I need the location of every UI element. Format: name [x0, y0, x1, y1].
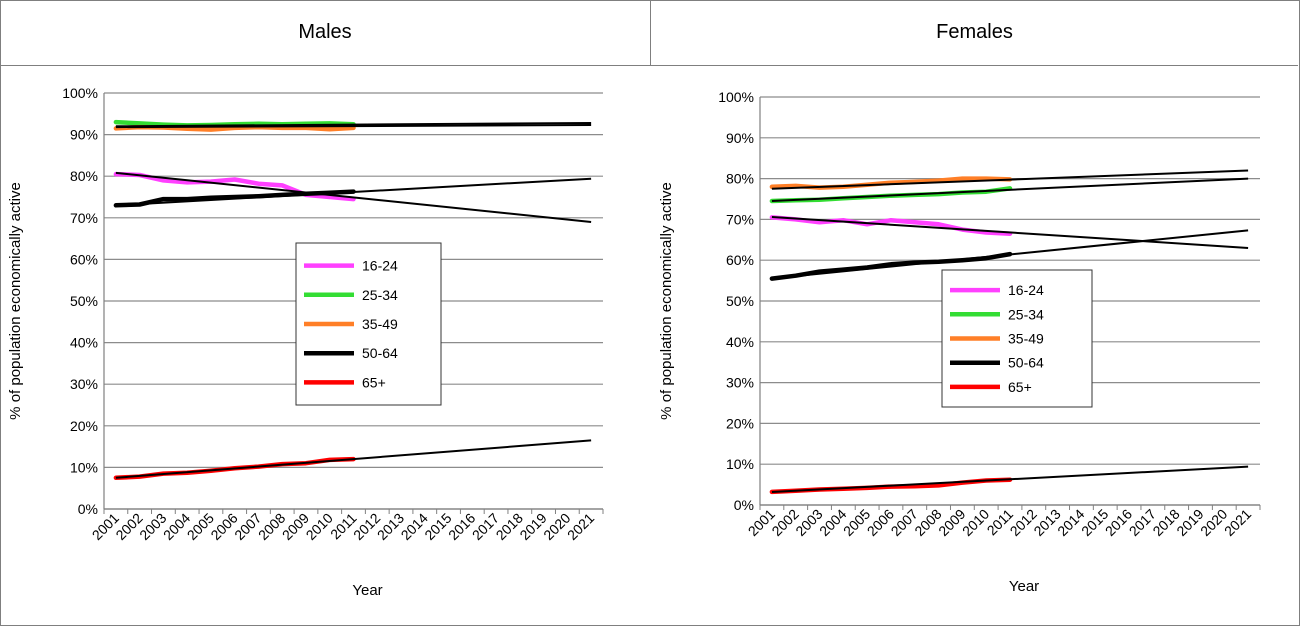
trend-line-25-34: [771, 177, 1249, 203]
legend-label: 35-49: [362, 316, 398, 332]
y-tick-label: 100%: [62, 85, 98, 101]
trend-line-16-24: [771, 215, 1249, 249]
y-tick-label: 80%: [70, 168, 98, 184]
trend-line-50-64: [771, 229, 1249, 280]
y-tick-label: 30%: [70, 376, 98, 392]
trend-line-65+: [771, 465, 1249, 493]
legend-label: 65+: [362, 374, 386, 390]
legend-label: 16-24: [1008, 282, 1044, 298]
y-tick-label: 60%: [726, 252, 754, 268]
y-tick-label: 40%: [726, 334, 754, 350]
y-tick-label: 70%: [726, 211, 754, 227]
legend-label: 65+: [1008, 379, 1032, 395]
legend-label: 25-34: [1008, 306, 1044, 322]
x-axis-title: Year: [352, 582, 382, 599]
y-tick-label: 100%: [718, 89, 754, 105]
series-line-35-49: [769, 176, 1013, 190]
legend-label: 25-34: [362, 287, 398, 303]
y-tick-label: 50%: [70, 293, 98, 309]
x-axis-title: Year: [1009, 578, 1039, 595]
trend-line-50-64: [115, 177, 592, 207]
y-tick-label: 90%: [726, 130, 754, 146]
y-tick-label: 0%: [78, 501, 98, 517]
trend-line-35-49: [115, 124, 592, 129]
trend-line-65+: [115, 439, 592, 479]
females-header: Females: [936, 21, 1013, 43]
x-tick-label: 2021: [1221, 506, 1254, 539]
trend-line-25-34: [115, 121, 592, 128]
legend-label: 35-49: [1008, 331, 1044, 347]
legend-label: 50-64: [362, 345, 398, 361]
series-line-25-34: [113, 119, 356, 128]
y-tick-label: 20%: [70, 418, 98, 434]
y-tick-label: 60%: [70, 251, 98, 267]
y-tick-label: 80%: [726, 171, 754, 187]
y-tick-label: 10%: [70, 459, 98, 475]
x-tick-label: 2021: [564, 510, 597, 543]
legend-label: 50-64: [1008, 355, 1044, 371]
trend-line-16-24: [115, 171, 592, 223]
header-divider: [0, 65, 1298, 66]
males-header: Males: [298, 21, 352, 43]
y-tick-label: 90%: [70, 127, 98, 143]
legend-label: 16-24: [362, 258, 398, 274]
y-tick-label: 0%: [734, 497, 754, 513]
y-tick-label: 70%: [70, 210, 98, 226]
y-tick-label: 40%: [70, 335, 98, 351]
y-tick-label: 50%: [726, 293, 754, 309]
females-chart: 0%10%20%30%40%50%60%70%80%90%100%2001200…: [658, 89, 1261, 595]
y-tick-label: 10%: [726, 456, 754, 472]
y-axis-title: % of population economically active: [7, 182, 24, 420]
column-divider: [650, 0, 651, 65]
y-axis-title: % of population economically active: [658, 182, 675, 420]
y-tick-label: 20%: [726, 415, 754, 431]
trend-line-35-49: [771, 169, 1249, 190]
y-tick-label: 30%: [726, 375, 754, 391]
series-line-50-64: [769, 251, 1013, 281]
males-chart: 0%10%20%30%40%50%60%70%80%90%100%2001200…: [7, 85, 604, 599]
